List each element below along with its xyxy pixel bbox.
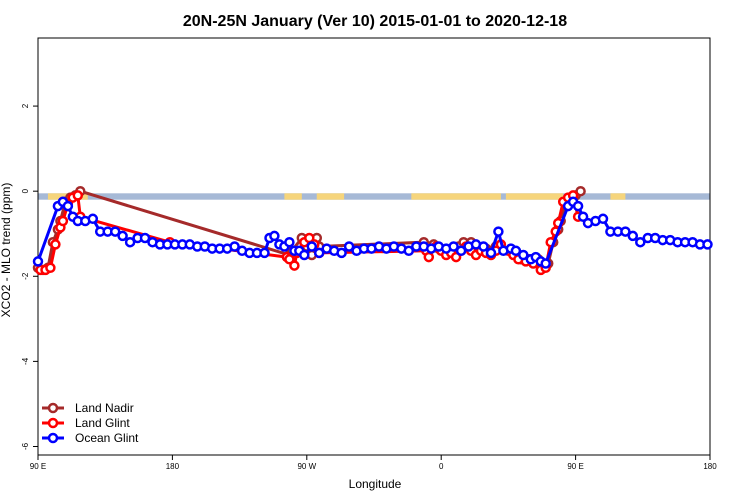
data-point <box>478 241 489 252</box>
land-segment <box>316 193 345 200</box>
x-tick-label: 90 E <box>30 462 46 471</box>
data-point <box>627 230 639 242</box>
data-point <box>493 226 504 237</box>
data-point <box>336 247 347 259</box>
data-point <box>72 190 84 201</box>
data-point <box>269 230 280 242</box>
data-point <box>289 260 300 271</box>
data-point <box>485 247 497 259</box>
x-axis-label: Longitude <box>349 477 402 491</box>
data-point <box>403 245 415 257</box>
data-point <box>124 236 136 248</box>
legend-item: Land Nadir <box>42 401 134 415</box>
data-point <box>510 245 522 257</box>
land-segment <box>284 193 302 200</box>
data-point <box>577 211 589 222</box>
data-point <box>229 241 240 252</box>
data-point <box>518 249 529 261</box>
data-point <box>702 239 713 250</box>
legend-label: Ocean Glint <box>75 431 139 445</box>
data-point <box>635 236 646 248</box>
x-tick-label: 0 <box>439 462 444 471</box>
y-tick-label: -4 <box>21 357 30 365</box>
y-tick-label: -6 <box>21 442 30 450</box>
data-point <box>448 241 459 252</box>
data-point <box>597 213 609 225</box>
data-point <box>32 256 44 267</box>
data-point <box>259 247 270 259</box>
data-point <box>117 230 128 242</box>
y-axis-label: XCO2 - MLO trend (ppm) <box>0 183 13 318</box>
x-tick-label: 180 <box>166 462 180 471</box>
legend-item: Land Glint <box>42 416 130 430</box>
data-point <box>299 249 310 261</box>
legend-item: Ocean Glint <box>42 431 139 445</box>
series-ocean-glint <box>32 196 713 269</box>
data-point <box>139 232 151 244</box>
land-segment <box>505 193 564 200</box>
legend-label: Land Nadir <box>75 401 134 415</box>
data-point <box>313 247 325 259</box>
data-point <box>57 215 69 227</box>
data-point <box>87 213 99 225</box>
land-segment <box>411 193 501 200</box>
x-axis: 90 E 180 90 W 0 90 E 180 <box>30 455 717 471</box>
legend-label: Land Glint <box>75 416 130 430</box>
y-tick-label: 2 <box>21 103 30 108</box>
data-point <box>45 262 56 274</box>
ocean-band <box>38 193 710 200</box>
data-point <box>109 226 121 237</box>
data-point <box>62 200 74 212</box>
x-tick-label: 90 W <box>297 462 316 471</box>
data-point <box>306 241 318 252</box>
legend-marker <box>47 417 59 429</box>
land-segment <box>610 193 626 200</box>
land-ocean-strip <box>38 193 710 200</box>
data-point <box>284 236 295 248</box>
data-point <box>540 258 551 269</box>
y-axis: 2 0 -2 -4 -6 <box>21 103 38 450</box>
chart-title: 20N-25N January (Ver 10) 2015-01-01 to 2… <box>183 13 567 30</box>
data-point <box>572 200 584 212</box>
data-point <box>620 226 631 237</box>
x-tick-label: 90 E <box>567 462 583 471</box>
series-layer <box>32 185 713 276</box>
legend-marker <box>47 402 59 414</box>
y-tick-label: 0 <box>21 188 30 193</box>
x-tick-label: 180 <box>703 462 717 471</box>
legend-marker <box>47 432 59 444</box>
data-point <box>50 239 61 250</box>
data-point <box>455 245 467 257</box>
data-point <box>575 185 586 197</box>
y-tick-label: -2 <box>21 272 30 280</box>
data-point <box>423 251 435 263</box>
data-point <box>343 241 355 252</box>
